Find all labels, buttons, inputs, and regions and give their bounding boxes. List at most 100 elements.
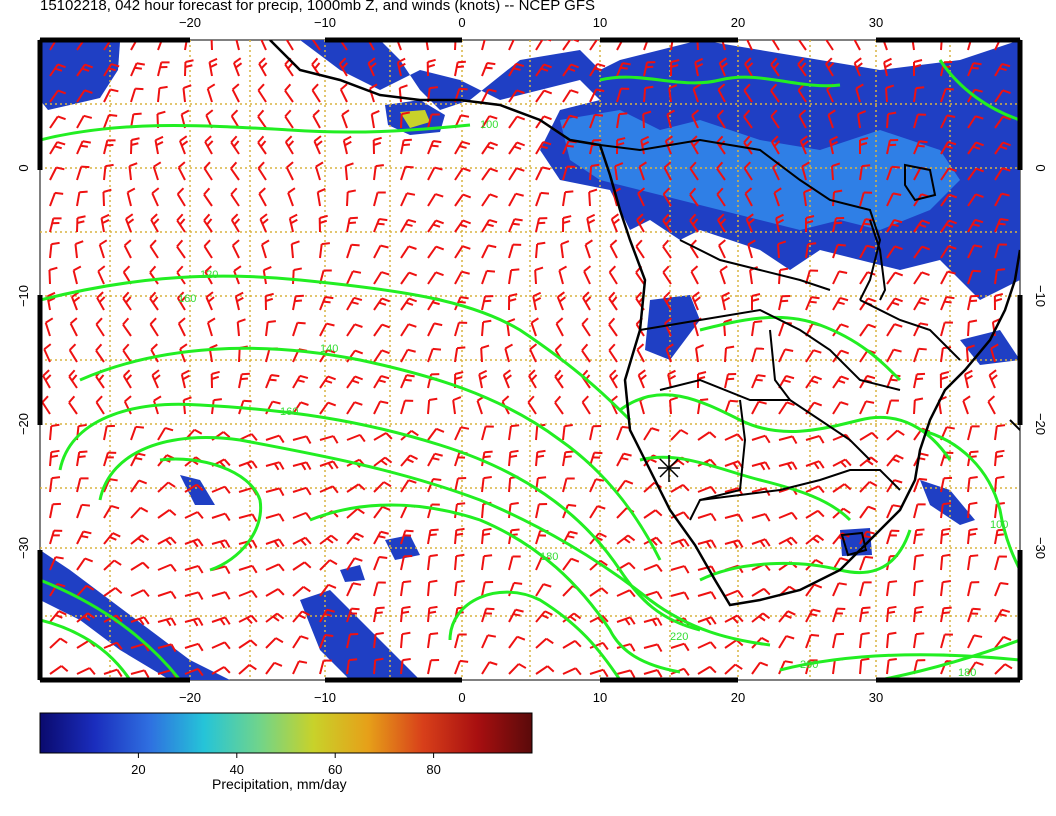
wind-barb (770, 83, 780, 103)
wind-barb (373, 456, 393, 467)
wind-barb (743, 109, 753, 129)
wind-barb (49, 191, 64, 207)
wind-barb (346, 532, 364, 545)
wind-barb (886, 399, 899, 415)
wind-barb (967, 527, 978, 545)
wind-barb (697, 431, 717, 441)
wind-barb (913, 528, 925, 545)
wind-barb (886, 139, 899, 155)
wind-barb (157, 40, 164, 51)
wind-barb (508, 663, 527, 675)
wind-barb (318, 214, 328, 233)
wind-barb (257, 109, 267, 129)
wind-barb (292, 561, 312, 571)
wind-barb (103, 505, 120, 519)
wind-barb (103, 478, 118, 493)
wind-barb (98, 239, 108, 259)
wind-barb (316, 187, 326, 207)
wind-barb (400, 271, 418, 285)
wind-barb (373, 481, 392, 493)
wind-barb (257, 161, 267, 181)
wind-barb (508, 218, 523, 233)
wind-barb (913, 503, 926, 519)
wind-barb (69, 317, 78, 337)
lon-tick-label-top: 30 (869, 15, 883, 30)
wind-barb (265, 513, 285, 522)
precip-area (920, 480, 975, 525)
wind-barb (103, 63, 120, 77)
wind-barb (832, 507, 851, 519)
wind-barb (716, 161, 726, 181)
lesotho-outline (840, 531, 868, 557)
wind-barb (777, 240, 787, 259)
wind-barb (529, 343, 538, 363)
wind-barb (206, 317, 216, 337)
wind-barb (238, 589, 258, 599)
precip-area (40, 42, 120, 110)
wind-barb (292, 267, 302, 285)
wind-barb (642, 110, 652, 129)
wind-barb (508, 581, 523, 597)
wind-barb (319, 322, 335, 337)
wind-barb (589, 641, 609, 651)
wind-barb (508, 141, 526, 155)
wind-barb (778, 295, 791, 311)
wind-barb (184, 511, 204, 520)
wind-barb (743, 83, 753, 103)
wind-barb (797, 40, 807, 51)
wind-barb (454, 502, 466, 519)
wind-barb (400, 348, 416, 363)
wind-barb (367, 57, 377, 77)
wind-barb (962, 395, 971, 415)
wind-barb (452, 396, 462, 415)
wind-barb (95, 343, 105, 363)
wind-barb (939, 370, 950, 389)
contour-line (879, 638, 1020, 680)
wind-barb (265, 661, 283, 675)
wind-barb (76, 477, 89, 493)
wind-barb (994, 62, 1011, 77)
wind-barb (508, 115, 526, 129)
wind-barb (832, 458, 852, 468)
wind-barb (751, 538, 771, 548)
wind-barb (881, 40, 888, 51)
wind-barb (967, 475, 978, 493)
wind-barb (535, 610, 553, 623)
wind-barb (177, 317, 186, 337)
wind-barb (74, 240, 84, 259)
wind-barb (940, 580, 951, 597)
wind-barb (670, 511, 690, 520)
lat-tick-label-right: −30 (1033, 537, 1048, 559)
wind-barb (562, 557, 580, 571)
wind-barb (130, 137, 140, 155)
wind-barb (373, 297, 390, 311)
contour-line (58, 402, 701, 632)
wind-barb (886, 580, 898, 597)
wind-barb (314, 161, 324, 181)
wind-barb (292, 660, 308, 675)
wind-barb (265, 434, 285, 444)
contour-label: 220 (670, 631, 688, 643)
wind-barb (697, 539, 717, 549)
wind-barb (562, 639, 582, 649)
wind-barb (994, 475, 1005, 493)
wind-barb (341, 109, 350, 129)
wind-barb (346, 658, 358, 675)
wind-barb (535, 191, 550, 207)
wind-barb (770, 40, 780, 51)
wind-barb (886, 297, 903, 311)
coastline-layer (269, 40, 1020, 607)
wind-barb (184, 483, 204, 493)
wind-barb (400, 399, 414, 415)
wind-barb (454, 140, 471, 155)
wind-barb (589, 63, 606, 77)
wind-barb (718, 57, 728, 77)
wind-barb (967, 425, 980, 441)
country-border (679, 239, 831, 291)
wind-barb (635, 239, 645, 259)
wind-barb (643, 669, 663, 678)
wind-barb (157, 563, 177, 572)
wind-barb (589, 113, 604, 129)
wind-barb (616, 452, 632, 467)
wind-barb (994, 608, 1011, 623)
